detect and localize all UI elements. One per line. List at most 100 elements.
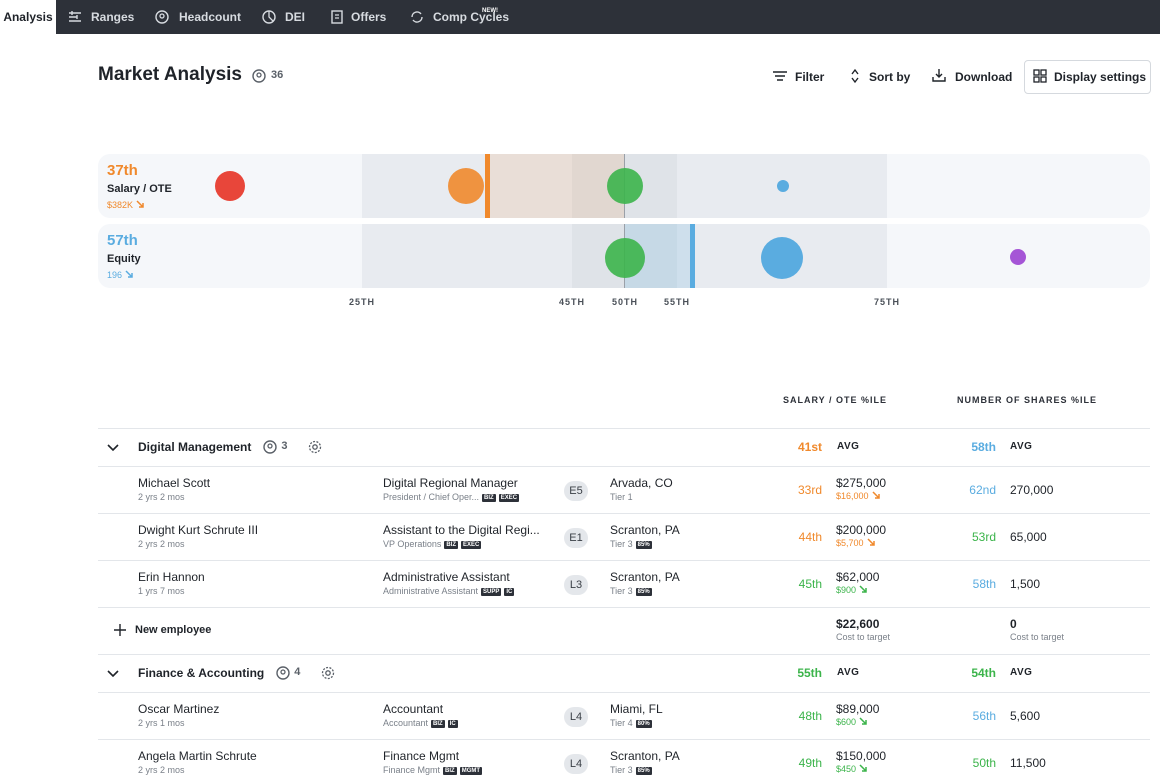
display-settings-button[interactable] xyxy=(1024,60,1151,94)
new-employee-button[interactable]: New employee xyxy=(135,624,212,636)
nav-tab[interactable]: Analysis xyxy=(0,0,56,34)
icon xyxy=(411,11,423,23)
filter-button[interactable]: Filter xyxy=(795,70,825,84)
salary-pct: 44th xyxy=(798,530,822,544)
download-button[interactable]: Download xyxy=(955,70,1013,84)
tenure: 1 yrs 7 mos xyxy=(138,586,185,596)
row-divider xyxy=(98,513,1150,514)
new-badge: NEW! xyxy=(482,8,498,14)
percentile: 37th xyxy=(107,162,138,179)
avg-label: AVG xyxy=(1010,441,1033,452)
tier-label: Tier 3 xyxy=(610,765,633,775)
icon xyxy=(155,10,169,24)
row-divider xyxy=(98,466,1150,467)
percentile: 57th xyxy=(107,232,138,249)
tier: Tier 4 80% xyxy=(610,718,652,728)
badge: BIZ xyxy=(482,494,496,502)
level: L4 xyxy=(564,707,588,727)
subtitle: VP Operations xyxy=(383,539,442,549)
group-name: Digital Management xyxy=(138,440,252,454)
job-title: Administrative Assistant xyxy=(383,570,510,584)
nav-tab[interactable]: DEI xyxy=(285,10,306,24)
icon xyxy=(69,11,81,22)
column-header: SALARY / OTE %ILE xyxy=(783,395,888,405)
salary-delta: $16,000 xyxy=(836,491,881,501)
subtitle: President / Chief Oper... xyxy=(383,492,480,502)
equity-row xyxy=(98,224,1150,288)
shares-pct: 62nd xyxy=(969,483,996,497)
row-divider xyxy=(98,428,1150,429)
tenure: 2 yrs 2 mos xyxy=(138,492,185,502)
delta: $450 xyxy=(836,764,857,774)
tier-label: Tier 1 xyxy=(610,492,633,502)
badge: SUPP xyxy=(481,588,502,596)
tier: Tier 1 xyxy=(610,492,633,502)
job-title: Assistant to the Digital Regi... xyxy=(383,523,540,537)
job-subtitle: Finance Mgmt BIZ MGMT xyxy=(383,765,483,775)
trend-icon xyxy=(125,270,133,278)
shares-pct: 58th xyxy=(972,577,996,591)
tier-label: Tier 3 xyxy=(610,586,633,596)
display-settings-label: Display settings xyxy=(1054,70,1147,84)
row-label: Equity xyxy=(107,253,141,265)
nav-tab[interactable]: Comp Cycles xyxy=(433,10,510,24)
delta: $5,700 xyxy=(836,538,864,548)
job-subtitle: President / Chief Oper... BIZ EXEC xyxy=(383,492,520,502)
badge: BIZ xyxy=(443,767,457,775)
icon xyxy=(276,666,290,680)
collapse-toggle[interactable] xyxy=(106,666,120,680)
location: Scranton, PA xyxy=(610,749,680,763)
shares: 5,600 xyxy=(1010,709,1041,723)
cost-label: Cost to target xyxy=(1010,632,1065,642)
collapse-toggle[interactable] xyxy=(106,440,120,454)
employee-name: Oscar Martinez xyxy=(138,702,220,716)
icon xyxy=(252,69,266,83)
salary-delta: $900 xyxy=(836,585,868,595)
employee-name: Dwight Kurt Schrute III xyxy=(138,523,259,537)
bubbles xyxy=(215,168,789,204)
settings-button[interactable] xyxy=(321,666,335,680)
tier-label: Tier 3 xyxy=(610,539,633,549)
subtitle: Administrative Assistant xyxy=(383,586,479,596)
sort-button[interactable]: Sort by xyxy=(869,70,911,84)
nav-tab[interactable]: Offers xyxy=(351,10,387,24)
top-nav: Analysis Ranges Headcount DEI Offers Com… xyxy=(0,0,1160,34)
shares-pct: 53rd xyxy=(971,530,996,544)
avg-label: AVG xyxy=(837,441,860,452)
avg-label: AVG xyxy=(1010,667,1033,678)
salary: $62,000 xyxy=(836,570,880,584)
delta: $900 xyxy=(836,585,857,595)
badge: BIZ xyxy=(444,541,459,549)
row-divider xyxy=(98,560,1150,561)
location: Miami, FL xyxy=(610,702,663,716)
nav-tab[interactable]: Headcount xyxy=(179,10,242,24)
shares: 1,500 xyxy=(1010,577,1041,591)
salary-pct: 49th xyxy=(798,756,822,770)
add-icon xyxy=(113,623,127,637)
employee-name: Michael Scott xyxy=(138,476,211,490)
icon xyxy=(263,440,278,454)
nav-tab[interactable]: Ranges xyxy=(91,10,135,24)
badge: IC xyxy=(447,720,458,728)
cost-to-target: 0 xyxy=(1010,617,1017,631)
settings-button[interactable] xyxy=(308,440,322,454)
job-title: Finance Mgmt xyxy=(383,749,460,763)
avg-label: AVG xyxy=(837,667,860,678)
badge: MGMT xyxy=(459,767,483,775)
shares-pct: 50th xyxy=(972,756,996,770)
trend-icon xyxy=(859,717,867,725)
row-divider xyxy=(98,654,1150,655)
level: E1 xyxy=(564,528,588,548)
tier: Tier 3 85% xyxy=(610,586,652,596)
subtitle: Finance Mgmt xyxy=(383,765,441,775)
trend-icon xyxy=(859,585,867,593)
subtitle: Accountant xyxy=(383,718,429,728)
salary: $275,000 xyxy=(836,476,887,490)
value: 196 xyxy=(107,270,123,280)
salary-pct: 45th xyxy=(798,577,822,591)
headcount: 36 xyxy=(271,69,284,81)
group-salary-pct: 55th xyxy=(797,666,822,680)
column-header: NUMBER OF SHARES %ILE xyxy=(957,395,1098,405)
shares: 65,000 xyxy=(1010,530,1047,544)
job-subtitle: Accountant BIZ IC xyxy=(383,718,458,728)
